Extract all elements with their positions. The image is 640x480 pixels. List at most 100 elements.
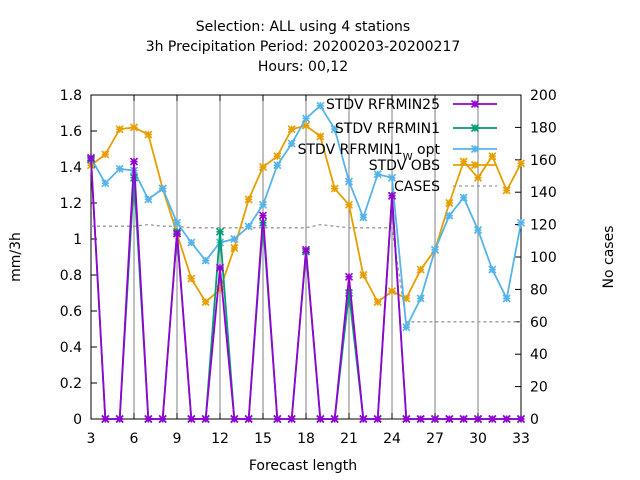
series-stdv-rfrmin25-point [158, 414, 167, 424]
series-stdv-obs-point [330, 184, 339, 193]
y2-axis-ticks: 0 20 40 60 80 100 120 140 160 180 200 [515, 88, 557, 428]
series-stdv-rfrmin1-w-opt-point [301, 114, 311, 123]
series-stdv-rfrmin1-w-opt-point [244, 222, 253, 231]
series-stdv-obs-point [273, 152, 282, 161]
y2-tick-label: 120 [530, 218, 557, 234]
series-stdv-obs-point [344, 200, 354, 209]
y2-tick-label: 200 [530, 88, 557, 104]
series-stdv-obs-point [301, 121, 311, 130]
series-stdv-rfrmin25-point [387, 191, 397, 200]
legend-label-main: STDV RFRMIN1 [298, 142, 403, 158]
series-stdv-obs-point [459, 157, 468, 166]
series-stdv-rfrmin1-w-opt-point [516, 218, 526, 227]
series-stdv-rfrmin25-point [344, 272, 354, 281]
series-stdv-rfrmin25-point [445, 414, 454, 424]
series-stdv-rfrmin25-point [187, 414, 196, 424]
series-stdv-rfrmin25-point [502, 414, 511, 424]
series-stdv-rfrmin25-point [516, 414, 526, 424]
y-tick-label: 0.6 [60, 304, 82, 320]
series-stdv-rfrmin25-point [488, 414, 497, 424]
y-tick-label: 0.2 [60, 376, 82, 392]
series-stdv-rfrmin25-point [172, 229, 182, 238]
series-stdv-rfrmin1-w-opt-point [330, 125, 339, 134]
series-stdv-obs-point [359, 270, 368, 280]
series-stdv-obs-point [187, 274, 196, 283]
series-stdv-obs-point [115, 125, 124, 134]
series-stdv-obs-point [516, 159, 526, 168]
series-stdv-rfrmin1-w-opt-point [230, 234, 239, 244]
legend-item-cases: CASES [394, 179, 497, 195]
series-stdv-obs-point [144, 130, 153, 139]
legend-item-stdv-obs: STDV OBS [369, 158, 497, 174]
series-stdv-rfrmin1-w-opt-point [459, 193, 468, 202]
legend-label: STDV RFRMIN1W opt [298, 142, 441, 163]
y-tick-label: 1.8 [60, 88, 82, 104]
legend-label-suffix: opt [413, 142, 441, 158]
y-tick-label: 0.4 [60, 340, 82, 356]
title-line-2: 3h Precipitation Period: 20200203-202002… [146, 39, 461, 55]
series-stdv-rfrmin1-w-opt-point [488, 265, 497, 274]
x-tick-label: 18 [297, 431, 315, 447]
series-stdv-obs-point [129, 123, 139, 132]
x-tick-label: 15 [254, 431, 272, 447]
legend-label: STDV RFRMIN25 [326, 97, 440, 113]
series-stdv-rfrmin1-w-opt-point [172, 218, 182, 227]
series-stdv-rfrmin1-w-opt-point [201, 256, 210, 265]
series-stdv-rfrmin1-w-opt-point [258, 200, 268, 209]
legend-swatch-marker [470, 123, 480, 133]
series-stdv-rfrmin25-point [86, 153, 96, 163]
series-stdv-rfrmin25-point [316, 414, 325, 424]
series-stdv-rfrmin1-w-opt-point [316, 101, 325, 110]
x-tick-label: 12 [211, 431, 229, 447]
y2-tick-label: 0 [530, 412, 539, 428]
series-stdv-rfrmin1-w-opt-point [473, 225, 483, 235]
y2-tick-label: 140 [530, 185, 557, 201]
chart-title: Selection: ALL using 4 stations 3h Preci… [146, 19, 461, 75]
title-line-1: Selection: ALL using 4 stations [196, 19, 410, 35]
series-stdv-rfrmin1-w-opt [86, 101, 526, 332]
series-stdv-obs-point [101, 150, 110, 159]
y-tick-label: 0.8 [60, 268, 82, 284]
series-stdv-obs-point [258, 162, 268, 172]
series-stdv-rfrmin1-w-opt-point [187, 238, 196, 247]
series-stdv-rfrmin1-w-opt-point [273, 161, 282, 170]
y-tick-label: 1.6 [60, 124, 82, 140]
series-stdv-rfrmin25-point [129, 157, 139, 166]
series-stdv-rfrmin1-w-opt-point [445, 211, 454, 220]
title-line-3: Hours: 00,12 [258, 59, 348, 75]
series-stdv-rfrmin1-w-opt-point [502, 294, 511, 303]
series-stdv-rfrmin25-point [416, 414, 425, 424]
y-axis-ticks: 0 0.2 0.4 0.6 0.8 1 1.2 1.4 1.6 1.8 [60, 88, 97, 428]
series-stdv-obs-point [488, 152, 497, 161]
series-stdv-obs-point [387, 287, 397, 296]
series-stdv-rfrmin25-point [402, 414, 411, 424]
series-stdv-rfrmin1-w-opt-point [101, 179, 110, 188]
series-cases [91, 223, 521, 323]
series-stdv-rfrmin1-w-opt-point [373, 170, 382, 179]
x-tick-label: 33 [512, 431, 530, 447]
y2-tick-label: 180 [530, 120, 557, 136]
legend-label-subscript: W [403, 152, 413, 163]
x-axis-ticks: 3 6 9 12 15 18 21 24 27 30 33 [87, 95, 530, 447]
series-stdv-rfrmin25-point [330, 414, 339, 424]
y-tick-label: 1.4 [60, 160, 82, 176]
series-stdv-rfrmin1-w-opt-point [158, 184, 167, 193]
series-stdv-obs-point [373, 297, 382, 307]
series-stdv-rfrmin1-point [215, 227, 225, 236]
series-stdv-rfrmin25-point [359, 414, 368, 424]
series-stdv-rfrmin1-w-opt-point [344, 177, 354, 186]
series-stdv-rfrmin25-point [244, 414, 253, 424]
legend-item-stdv-rfrmin25: STDV RFRMIN25 [326, 97, 497, 113]
series-stdv-obs-point [201, 297, 210, 307]
series-stdv-rfrmin25-point [473, 414, 483, 424]
y-tick-label: 0 [73, 412, 82, 428]
series-stdv-rfrmin25-point [115, 414, 124, 424]
legend-item-stdv-rfrmin1-w-opt: STDV RFRMIN1W opt [298, 142, 497, 163]
legend-swatch-marker [470, 144, 480, 154]
series-stdv-rfrmin1-w-opt-point [402, 323, 411, 332]
series-stdv-rfrmin25-point [459, 414, 468, 424]
series-stdv-rfrmin1-w-opt-point [430, 245, 440, 254]
series-stdv-rfrmin25-point [273, 414, 282, 424]
